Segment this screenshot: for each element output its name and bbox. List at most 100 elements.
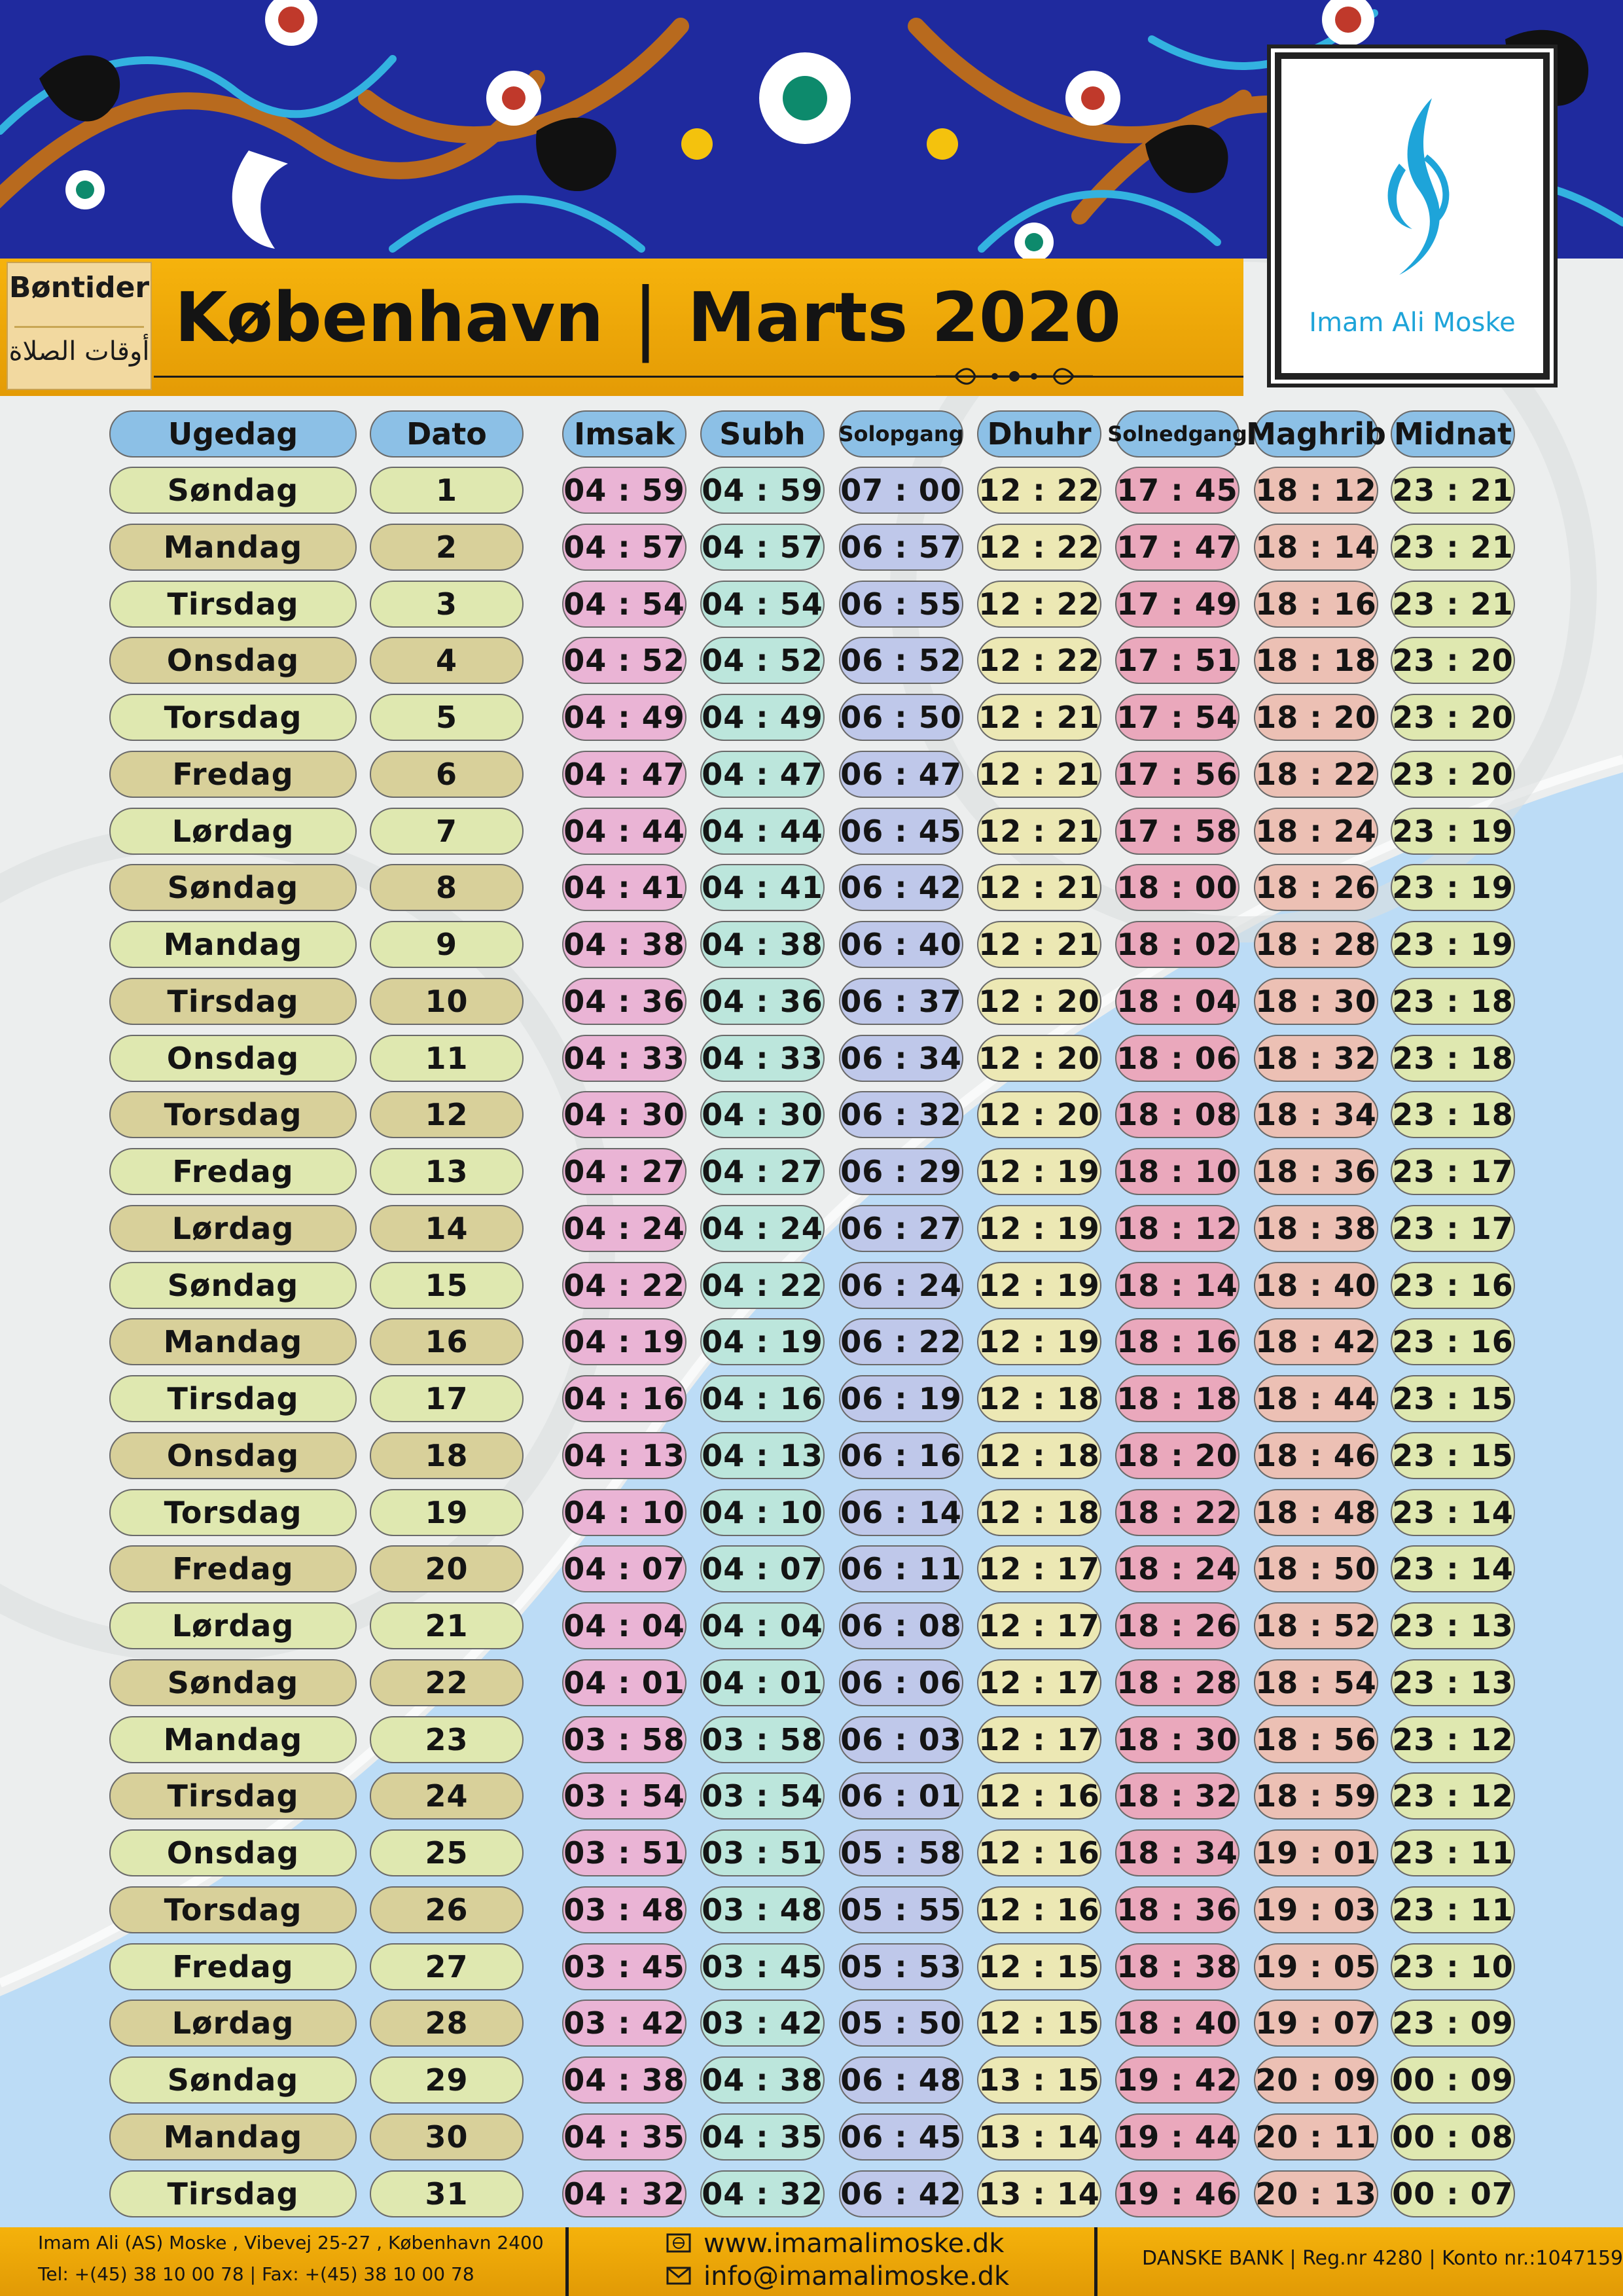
solopgang-cell: 06 : 11 [839,1545,963,1592]
dhuhr-cell: 12 : 19 [977,1318,1101,1365]
weekday-cell: Onsdag [109,1432,357,1479]
imsak-cell: 04 : 30 [562,1091,687,1138]
dhuhr-cell: 12 : 17 [977,1659,1101,1706]
date-cell: 8 [370,864,524,911]
solopgang-cell: 06 : 24 [839,1262,963,1309]
maghrib-cell: 18 : 50 [1254,1545,1378,1592]
solnedgang-cell: 18 : 00 [1115,864,1240,911]
imsak-cell: 04 : 52 [562,637,687,684]
solopgang-cell: 06 : 27 [839,1205,963,1252]
imsak-cell: 04 : 32 [562,2170,687,2217]
label-danish: Bøntider [9,271,150,304]
weekday-cell: Tirsdag [109,2170,357,2217]
maghrib-cell: 18 : 12 [1254,467,1378,514]
title-city: København [175,278,604,357]
date-cell: 30 [370,2113,524,2161]
midnat-cell: 00 : 07 [1391,2170,1515,2217]
column-header-date: Dato [370,410,524,457]
solnedgang-cell: 18 : 24 [1115,1545,1240,1592]
maghrib-cell: 18 : 14 [1254,524,1378,571]
solnedgang-cell: 18 : 34 [1115,1829,1240,1876]
dhuhr-cell: 12 : 16 [977,1886,1101,1933]
midnat-cell: 23 : 19 [1391,808,1515,855]
imsak-cell: 04 : 47 [562,751,687,798]
maghrib-cell: 19 : 05 [1254,1943,1378,1990]
ornament-icon [936,368,1093,385]
maghrib-cell: 18 : 48 [1254,1489,1378,1536]
midnat-cell: 23 : 13 [1391,1602,1515,1649]
date-cell: 27 [370,1943,524,1990]
footer-address: Imam Ali (AS) Moske , Vibevej 25-27 , Kø… [38,2232,544,2253]
midnat-cell: 23 : 21 [1391,524,1515,571]
solopgang-cell: 06 : 40 [839,921,963,968]
midnat-cell: 23 : 12 [1391,1772,1515,1820]
date-cell: 9 [370,921,524,968]
solnedgang-cell: 17 : 45 [1115,467,1240,514]
solopgang-cell: 06 : 29 [839,1148,963,1195]
dhuhr-cell: 12 : 22 [977,524,1101,571]
imsak-cell: 04 : 01 [562,1659,687,1706]
title-rule [154,376,1243,378]
dhuhr-cell: 12 : 22 [977,467,1101,514]
dhuhr-cell: 12 : 19 [977,1262,1101,1309]
solnedgang-cell: 18 : 28 [1115,1659,1240,1706]
footer-email-link[interactable]: info@imamalimoske.dk [704,2261,1010,2291]
maghrib-cell: 18 : 34 [1254,1091,1378,1138]
weekday-cell: Søndag [109,467,357,514]
subh-cell: 04 : 44 [700,808,825,855]
weekday-cell: Fredag [109,1148,357,1195]
solopgang-cell: 06 : 57 [839,524,963,571]
weekday-cell: Fredag [109,1545,357,1592]
title-month: Marts 2020 [687,278,1121,357]
dhuhr-cell: 12 : 21 [977,751,1101,798]
subh-cell: 04 : 54 [700,581,825,628]
title-band [0,259,1243,396]
midnat-cell: 23 : 17 [1391,1148,1515,1195]
maghrib-cell: 18 : 40 [1254,1262,1378,1309]
solnedgang-cell: 19 : 42 [1115,2056,1240,2104]
footer-website-link[interactable]: www.imamalimoske.dk [704,2229,1005,2259]
date-cell: 23 [370,1716,524,1763]
subh-cell: 03 : 58 [700,1716,825,1763]
dhuhr-cell: 12 : 22 [977,637,1101,684]
solopgang-cell: 06 : 37 [839,978,963,1025]
solopgang-cell: 06 : 14 [839,1489,963,1536]
date-cell: 14 [370,1205,524,1252]
column-header-solopgang: Solopgang [838,410,964,457]
subh-cell: 04 : 24 [700,1205,825,1252]
subh-cell: 04 : 33 [700,1035,825,1082]
maghrib-cell: 18 : 18 [1254,637,1378,684]
column-header-weekday: Ugedag [109,410,357,457]
date-cell: 22 [370,1659,524,1706]
weekday-cell: Lørdag [109,1602,357,1649]
solnedgang-cell: 18 : 20 [1115,1432,1240,1479]
midnat-cell: 23 : 11 [1391,1886,1515,1933]
maghrib-cell: 18 : 52 [1254,1602,1378,1649]
column-header-midnat: Midnat [1391,410,1515,457]
subh-cell: 04 : 41 [700,864,825,911]
midnat-cell: 23 : 20 [1391,637,1515,684]
solopgang-cell: 06 : 03 [839,1716,963,1763]
dhuhr-cell: 12 : 20 [977,1091,1101,1138]
subh-cell: 04 : 38 [700,921,825,968]
imsak-cell: 04 : 38 [562,921,687,968]
solnedgang-cell: 18 : 22 [1115,1489,1240,1536]
title-separator: | [632,272,659,363]
date-cell: 25 [370,1829,524,1876]
dhuhr-cell: 12 : 16 [977,1772,1101,1820]
weekday-cell: Tirsdag [109,1375,357,1422]
midnat-cell: 23 : 14 [1391,1489,1515,1536]
date-cell: 11 [370,1035,524,1082]
maghrib-cell: 19 : 07 [1254,2000,1378,2047]
maghrib-cell: 19 : 01 [1254,1829,1378,1876]
maghrib-cell: 18 : 16 [1254,581,1378,628]
date-cell: 28 [370,2000,524,2047]
solopgang-cell: 06 : 45 [839,2113,963,2161]
dhuhr-cell: 12 : 20 [977,978,1101,1025]
midnat-cell: 00 : 08 [1391,2113,1515,2161]
footer-divider [1094,2227,1097,2296]
maghrib-cell: 18 : 38 [1254,1205,1378,1252]
midnat-cell: 23 : 20 [1391,751,1515,798]
weekday-cell: Onsdag [109,637,357,684]
solopgang-cell: 06 : 48 [839,2056,963,2104]
